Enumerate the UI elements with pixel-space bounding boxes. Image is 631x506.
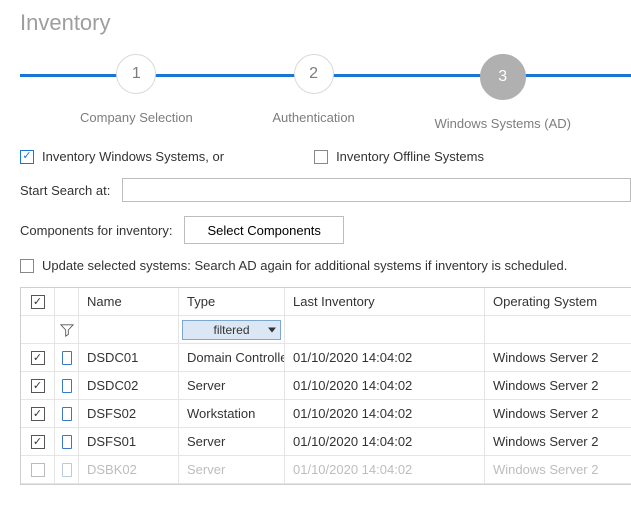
inventory-offline-checkbox[interactable]: ✓ Inventory Offline Systems [314,149,484,164]
row-type: Domain Controller [179,344,285,371]
start-search-input[interactable] [122,178,631,202]
row-os: Windows Server 2 [485,344,631,371]
filter-funnel-cell[interactable] [55,316,79,343]
stepper: 1 Company Selection 2 Authentication 3 W… [20,54,631,131]
device-icon [55,400,79,427]
filter-chk [21,316,55,343]
grid-filter-row: filtered ✓ Domain Controller ✓ Server [21,316,631,344]
filter-name[interactable] [79,316,179,343]
inventory-offline-label: Inventory Offline Systems [336,149,484,164]
row-checkbox[interactable]: ✓ [21,344,55,371]
step-3[interactable]: 3 Windows Systems (AD) [434,54,571,131]
step-3-label: Windows Systems (AD) [434,116,571,131]
row-name: DSDC01 [79,344,179,371]
row-type: Workstation [179,400,285,427]
step-1[interactable]: 1 Company Selection [80,54,193,131]
header-type[interactable]: Type [179,288,285,315]
inventory-windows-label: Inventory Windows Systems, or [42,149,224,164]
table-row[interactable]: DSBK02Server01/10/2020 14:04:02Windows S… [21,456,631,484]
filter-type[interactable]: filtered ✓ Domain Controller ✓ Server [179,316,285,343]
filter-last[interactable] [285,316,485,343]
components-label: Components for inventory: [20,223,172,238]
row-type: Server [179,456,285,483]
table-row[interactable]: ✓ DSFS02Workstation01/10/2020 14:04:02Win… [21,400,631,428]
inventory-windows-checkbox[interactable]: ✓ Inventory Windows Systems, or [20,149,224,164]
start-search-label: Start Search at: [20,183,110,198]
row-type: Server [179,372,285,399]
step-2[interactable]: 2 Authentication [272,54,354,131]
row-os: Windows Server 2 [485,428,631,455]
step-2-circle: 2 [294,54,334,94]
header-last[interactable]: Last Inventory [285,288,485,315]
row-name: DSDC02 [79,372,179,399]
device-icon [55,428,79,455]
row-checkbox[interactable]: ✓ [21,400,55,427]
select-components-button[interactable]: Select Components [184,216,343,244]
funnel-icon [60,323,74,337]
device-icon [55,456,79,483]
row-name: DSFS01 [79,428,179,455]
chevron-down-icon [268,327,276,332]
row-last-inventory: 01/10/2020 14:04:02 [285,400,485,427]
header-checkbox[interactable]: ✓ [21,288,55,315]
update-systems-checkbox[interactable]: ✓ [20,259,34,273]
systems-grid: ✓ Name Type Last Inventory Operating Sys… [20,287,631,485]
device-icon [55,344,79,371]
filter-type-text: filtered [213,323,249,337]
header-name[interactable]: Name [79,288,179,315]
header-icon-col [55,288,79,315]
row-last-inventory: 01/10/2020 14:04:02 [285,456,485,483]
row-os: Windows Server 2 [485,456,631,483]
row-last-inventory: 01/10/2020 14:04:02 [285,344,485,371]
update-systems-label: Update selected systems: Search AD again… [42,258,567,273]
row-last-inventory: 01/10/2020 14:04:02 [285,428,485,455]
step-1-circle: 1 [116,54,156,94]
table-row[interactable]: ✓ DSDC01Domain Controller01/10/2020 14:04… [21,344,631,372]
page-title: Inventory [20,10,631,36]
row-os: Windows Server 2 [485,372,631,399]
step-2-label: Authentication [272,110,354,125]
row-os: Windows Server 2 [485,400,631,427]
step-3-circle: 3 [480,54,526,100]
row-checkbox[interactable]: ✓ [21,372,55,399]
step-1-label: Company Selection [80,110,193,125]
check-icon: ✓ [20,150,34,164]
row-name: DSBK02 [79,456,179,483]
filter-type-dropdown[interactable]: filtered [182,320,281,340]
table-row[interactable]: ✓ DSFS01Server01/10/2020 14:04:02Windows … [21,428,631,456]
table-row[interactable]: ✓ DSDC02Server01/10/2020 14:04:02Windows … [21,372,631,400]
row-checkbox[interactable] [21,456,55,483]
row-last-inventory: 01/10/2020 14:04:02 [285,372,485,399]
row-checkbox[interactable]: ✓ [21,428,55,455]
filter-os[interactable] [485,316,631,343]
device-icon [55,372,79,399]
row-name: DSFS02 [79,400,179,427]
header-os[interactable]: Operating System [485,288,631,315]
check-icon: ✓ [314,150,328,164]
grid-header-row: ✓ Name Type Last Inventory Operating Sys… [21,288,631,316]
row-type: Server [179,428,285,455]
